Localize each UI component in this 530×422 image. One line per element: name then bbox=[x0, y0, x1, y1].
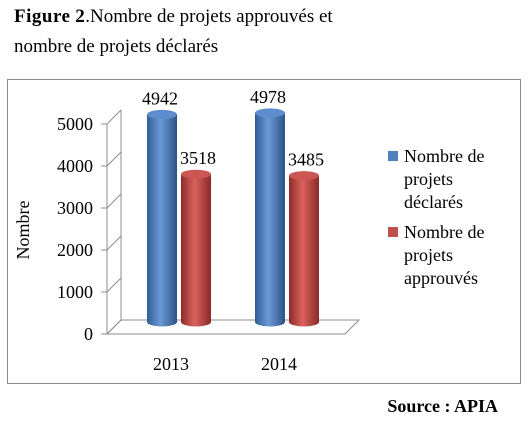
x-category-label: 2014 bbox=[261, 354, 297, 374]
chart-floor bbox=[105, 319, 361, 335]
data-label: 3518 bbox=[180, 148, 216, 168]
caption-line2: nombre de projets déclarés bbox=[14, 36, 219, 57]
chart-bars bbox=[147, 108, 319, 327]
figure-number: 2 bbox=[75, 6, 86, 27]
y-tick-label: 3000 bbox=[57, 198, 93, 218]
y-tick-label: 2000 bbox=[57, 240, 93, 260]
caption-line1: .Nombre de projets approuvés et bbox=[85, 6, 333, 27]
legend-label-line: projets bbox=[404, 169, 453, 189]
legend-swatch bbox=[388, 227, 398, 237]
chart-data-labels: 4942 3518 4978 3485 bbox=[142, 87, 324, 170]
legend-label-line: Nombre de bbox=[404, 222, 485, 242]
y-tick-line bbox=[106, 319, 122, 335]
y-tick-label: 5000 bbox=[57, 114, 93, 134]
y-tick-line bbox=[106, 193, 122, 209]
y-tick-line bbox=[106, 235, 122, 251]
legend-label-line: projets bbox=[404, 245, 453, 265]
legend-item: Nombre de projets approuvés bbox=[388, 221, 518, 290]
chart-frame bbox=[7, 79, 521, 384]
data-label: 3485 bbox=[288, 150, 324, 170]
y-tick-label: 0 bbox=[84, 324, 93, 344]
y-axis-label: Nombre bbox=[13, 200, 33, 259]
bar-top-2013 bbox=[181, 169, 211, 179]
y-tick-line bbox=[106, 151, 122, 167]
bar-approuves-2013 bbox=[181, 174, 211, 327]
legend-label-line: Nombre de bbox=[404, 146, 485, 166]
y-tick-label: 1000 bbox=[57, 282, 93, 302]
legend-label-line: approuvés bbox=[404, 268, 478, 288]
figure-caption: Figure 2.Nombre de projets approuvés et … bbox=[14, 2, 479, 62]
figure-label: Figure bbox=[14, 6, 71, 27]
chart-walls bbox=[105, 110, 361, 335]
bar-declares-2013 bbox=[147, 114, 177, 327]
y-tick-line bbox=[106, 109, 122, 125]
bar-top-2014 bbox=[255, 108, 285, 118]
y-tick-line bbox=[106, 277, 122, 293]
x-axis-categories: 2013 2014 bbox=[153, 354, 297, 374]
data-label: 4978 bbox=[250, 87, 286, 107]
y-tick-label: 4000 bbox=[57, 156, 93, 176]
bar-top-2014 bbox=[289, 171, 319, 181]
y-axis-ticks: 0 1000 2000 3000 4000 5000 bbox=[57, 109, 122, 344]
bar-declares-2014 bbox=[255, 112, 285, 327]
x-category-label: 2013 bbox=[153, 354, 189, 374]
data-label: 4942 bbox=[142, 88, 178, 108]
bar-top-2013 bbox=[147, 109, 177, 119]
source-note: Source : APIA bbox=[387, 396, 498, 416]
bar-approuves-2014 bbox=[289, 175, 319, 327]
legend-swatch bbox=[388, 151, 398, 161]
chart-legend: Nombre de projets déclarés Nombre de projets… bbox=[388, 145, 518, 297]
legend-item: Nombre de projets déclarés bbox=[388, 145, 518, 214]
legend-label-line: déclarés bbox=[404, 192, 463, 212]
